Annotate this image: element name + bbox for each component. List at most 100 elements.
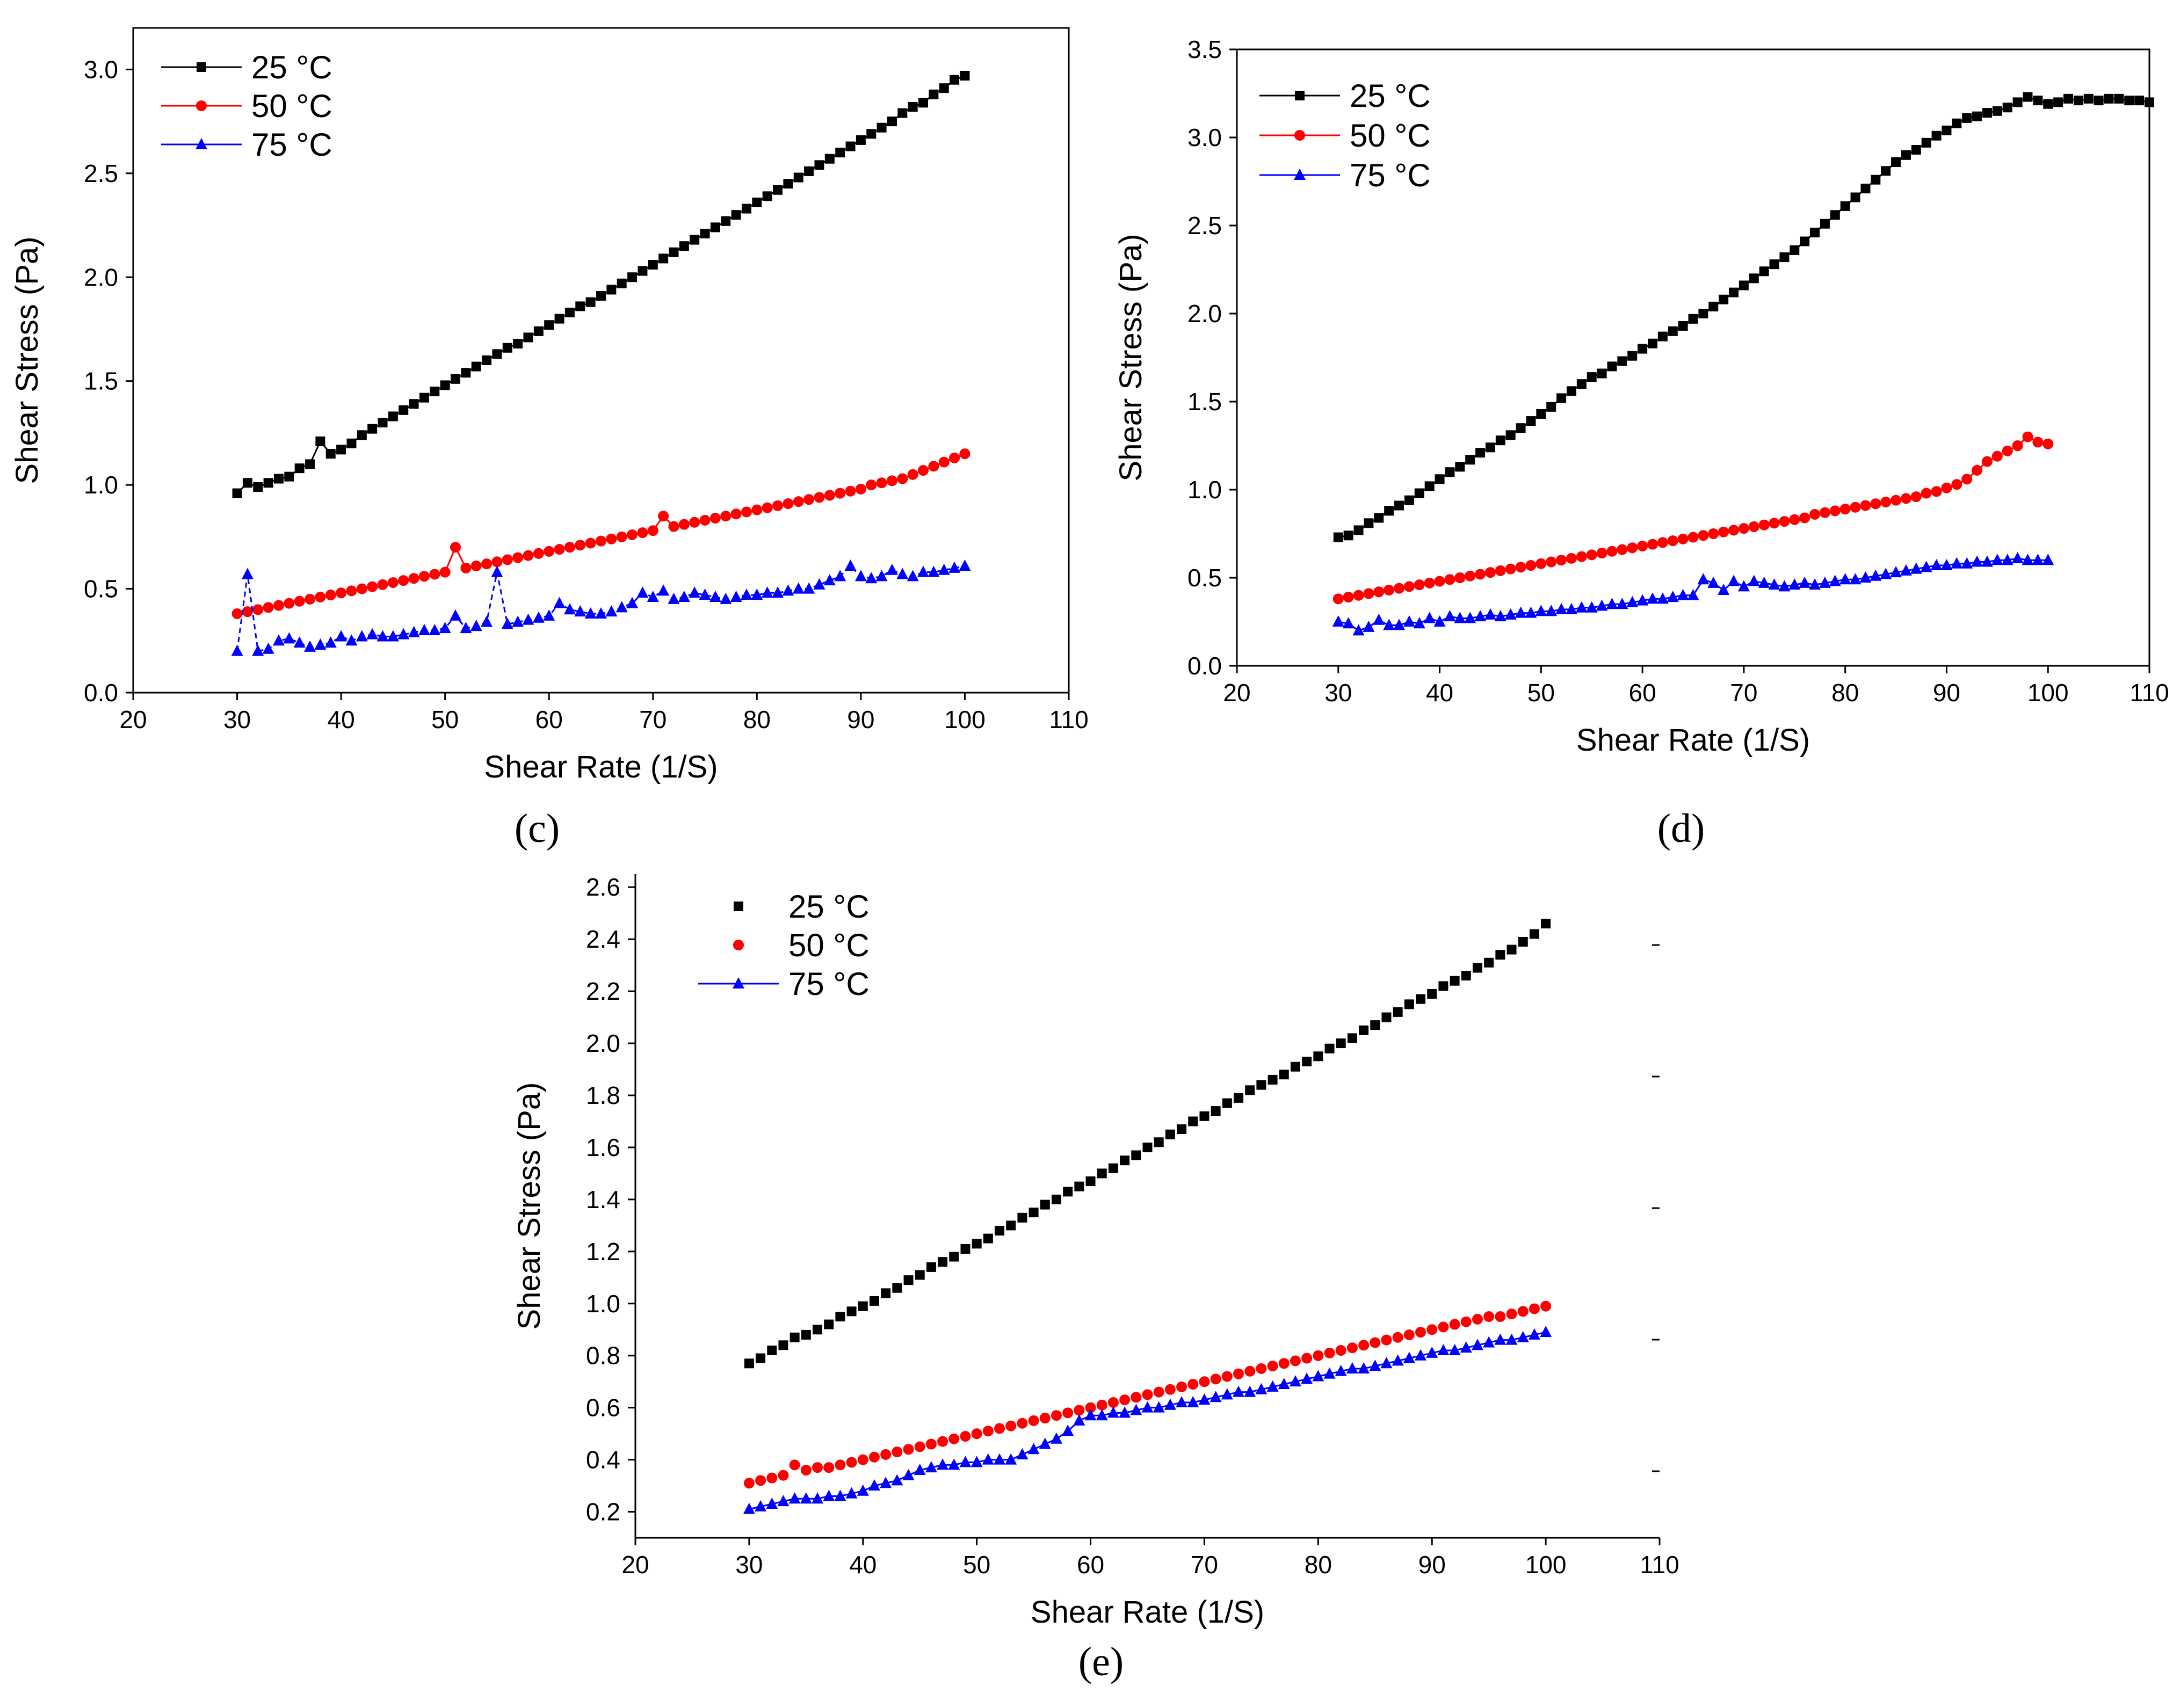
- data-point: [1005, 1420, 1017, 1431]
- data-point: [1313, 1350, 1324, 1361]
- data-point: [1951, 479, 1962, 490]
- data-point: [1290, 1355, 1301, 1367]
- data-point: [418, 623, 430, 635]
- data-point: [1199, 1376, 1210, 1387]
- data-point: [1517, 1306, 1529, 1317]
- data-point: [564, 542, 575, 553]
- data-point: [928, 461, 939, 472]
- data-point: [845, 1487, 858, 1499]
- data-point: [471, 361, 481, 372]
- data-point: [293, 636, 306, 648]
- data-point: [1749, 273, 1759, 284]
- data-point: [1332, 593, 1344, 605]
- data-point: [387, 630, 399, 642]
- data-point: [2083, 93, 2094, 104]
- data-point: [926, 1262, 936, 1272]
- data-point: [1678, 321, 1688, 331]
- data-point: [1972, 111, 1982, 121]
- data-point: [544, 546, 555, 557]
- data-point: [1352, 624, 1365, 636]
- data-point: [939, 83, 949, 93]
- data-point: [1810, 228, 1820, 238]
- x-tick-label: 110: [2130, 679, 2169, 707]
- data-point: [367, 424, 378, 434]
- data-point: [450, 609, 462, 621]
- data-point: [502, 343, 512, 353]
- data-point: [995, 1226, 1005, 1236]
- legend-marker: [1294, 130, 1305, 141]
- data-point: [658, 253, 669, 264]
- data-point: [1483, 1336, 1495, 1348]
- data-point: [1728, 525, 1740, 536]
- data-point: [1312, 1370, 1324, 1382]
- data-point: [615, 601, 628, 613]
- data-point: [1940, 559, 1953, 571]
- data-point: [721, 216, 731, 226]
- data-point: [1597, 368, 1607, 379]
- data-point: [481, 558, 493, 570]
- data-point: [1616, 598, 1628, 609]
- data-point: [1518, 937, 1528, 947]
- data-point: [2063, 93, 2073, 104]
- data-point: [948, 1433, 960, 1444]
- data-point: [1748, 521, 1759, 532]
- data-point: [1849, 573, 1862, 585]
- data-point: [689, 517, 700, 528]
- data-point: [1677, 533, 1689, 544]
- data-point: [1545, 605, 1558, 616]
- data-point: [700, 229, 710, 239]
- legend-label: 50 °C: [1350, 118, 1431, 154]
- y-tick-label: 0.5: [1187, 564, 1222, 592]
- data-point: [789, 1459, 800, 1471]
- data-point: [938, 1257, 948, 1267]
- data-point: [812, 1462, 823, 1473]
- data-point: [1910, 562, 1922, 574]
- data-point: [731, 210, 741, 220]
- data-point: [1358, 1362, 1370, 1373]
- data-point: [752, 197, 762, 207]
- data-point: [596, 291, 606, 301]
- data-point: [252, 604, 264, 615]
- data-point: [1525, 606, 1537, 618]
- data-point: [689, 586, 701, 598]
- data-point: [1931, 486, 1942, 497]
- data-point: [950, 75, 960, 85]
- data-point: [2002, 103, 2012, 113]
- data-point: [232, 488, 242, 498]
- data-point: [1394, 500, 1404, 511]
- data-point: [574, 605, 586, 617]
- data-point: [356, 630, 368, 642]
- data-point: [575, 540, 586, 551]
- x-tick-label: 90: [1933, 679, 1960, 707]
- legend-label: 50 °C: [251, 88, 332, 124]
- data-point: [1769, 518, 1780, 529]
- data-point: [1359, 1025, 1369, 1035]
- data-point: [1435, 474, 1445, 484]
- data-point: [709, 513, 721, 524]
- data-point: [1566, 386, 1576, 396]
- data-point: [983, 1233, 993, 1244]
- data-point: [575, 301, 585, 311]
- data-point: [1819, 507, 1830, 518]
- x-tick-label: 70: [1191, 1551, 1218, 1579]
- x-tick-label: 100: [2027, 679, 2069, 707]
- data-point: [1789, 514, 1800, 525]
- data-point: [1313, 1051, 1323, 1062]
- data-point: [959, 448, 971, 460]
- legend-entry: 75 °C: [161, 127, 332, 163]
- data-point: [1413, 617, 1425, 629]
- data-point: [918, 98, 929, 108]
- data-point: [1369, 1360, 1381, 1371]
- data-point: [1900, 493, 1911, 504]
- data-point: [896, 568, 909, 579]
- panel-label: (d): [1657, 806, 1705, 851]
- data-point: [1921, 137, 1931, 148]
- data-point: [657, 584, 670, 596]
- data-point: [782, 584, 794, 596]
- data-point: [231, 644, 243, 656]
- data-point: [648, 260, 658, 270]
- data-point: [638, 266, 648, 276]
- data-point: [740, 588, 752, 600]
- data-point: [1768, 578, 1780, 590]
- data-point: [1880, 496, 1892, 507]
